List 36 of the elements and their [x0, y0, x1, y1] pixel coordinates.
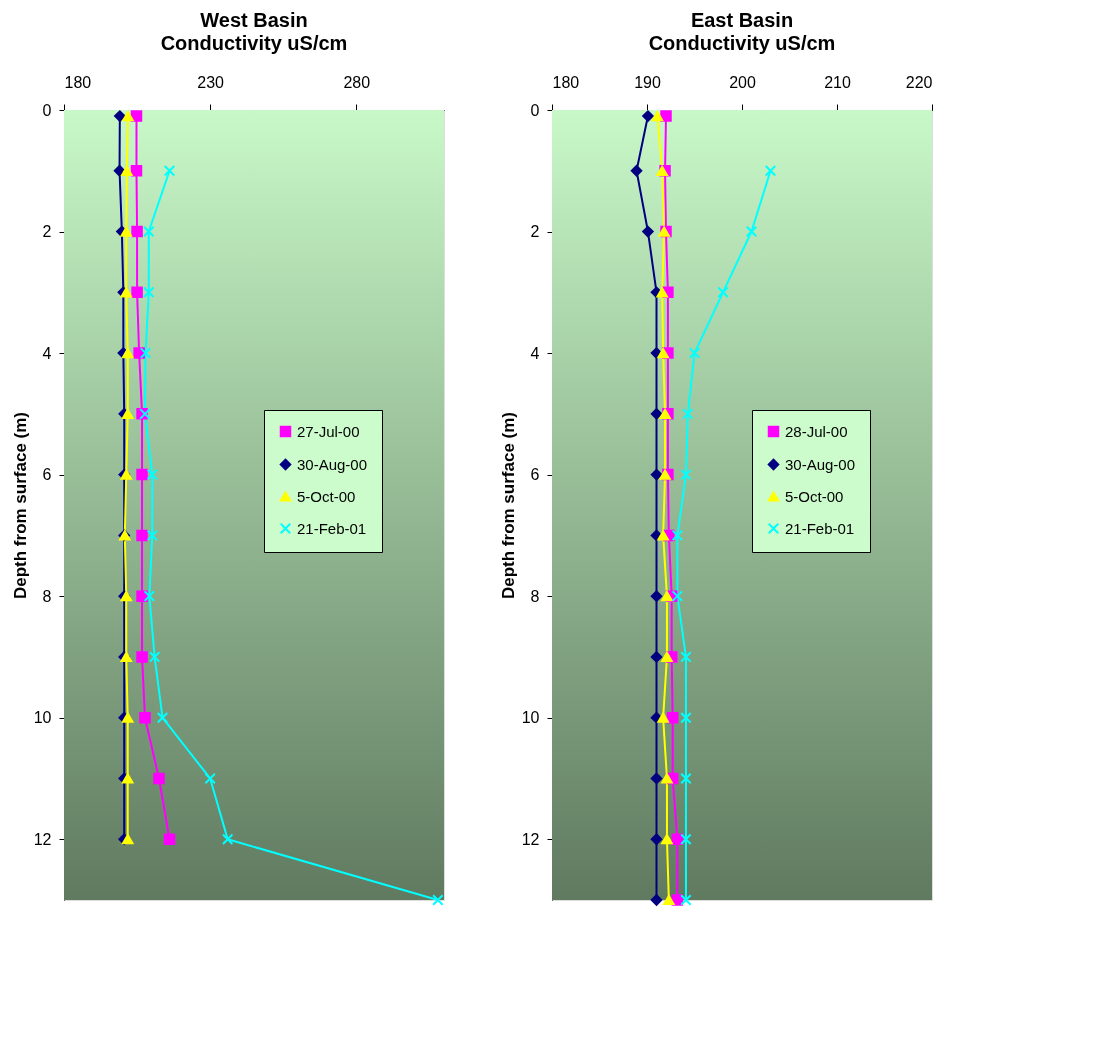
y-tick-label: 0 [42, 101, 52, 119]
y-tick-label: 6 [530, 466, 540, 484]
y-tick-label: 4 [530, 344, 540, 362]
chart-subtitle: Conductivity uS/cm [160, 32, 348, 54]
y-tick-label: 4 [42, 344, 52, 362]
chart-subtitle: Conductivity uS/cm [648, 32, 836, 54]
y-tick-label: 12 [33, 830, 52, 848]
chart-title: West Basin [200, 9, 308, 31]
y-axis-title: Depth from surface (m) [10, 411, 30, 600]
legend-label: 30-Aug-00 [297, 455, 368, 473]
y-tick-label: 12 [521, 830, 540, 848]
y-tick-label: 10 [521, 709, 540, 727]
y-tick-label: 8 [42, 587, 52, 605]
x-tick-label: 280 [343, 73, 371, 91]
x-tick-label: 180 [552, 73, 580, 91]
y-tick-label: 2 [42, 223, 52, 241]
y-tick-label: 8 [530, 587, 540, 605]
x-tick-label: 190 [634, 73, 661, 91]
legend-label: 5-Oct-00 [785, 487, 844, 505]
legend-label: 30-Aug-00 [785, 455, 856, 473]
y-tick-label: 10 [33, 709, 52, 727]
x-tick-label: 200 [729, 73, 756, 91]
legend-label: 27-Jul-00 [297, 422, 360, 440]
y-tick-label: 0 [530, 101, 540, 119]
x-tick-label: 230 [197, 73, 225, 91]
y-axis-title: Depth from surface (m) [498, 411, 518, 600]
x-tick-label: 180 [64, 73, 92, 91]
legend-label: 28-Jul-00 [785, 422, 848, 440]
legend-label: 5-Oct-00 [297, 487, 356, 505]
y-tick-label: 2 [530, 223, 540, 241]
chart-title: East Basin [690, 9, 794, 31]
x-tick-label: 210 [824, 73, 851, 91]
legend-label: 21-Feb-01 [785, 519, 855, 537]
y-tick-label: 6 [42, 466, 52, 484]
legend-label: 21-Feb-01 [297, 519, 367, 537]
x-tick-label: 220 [905, 73, 933, 91]
